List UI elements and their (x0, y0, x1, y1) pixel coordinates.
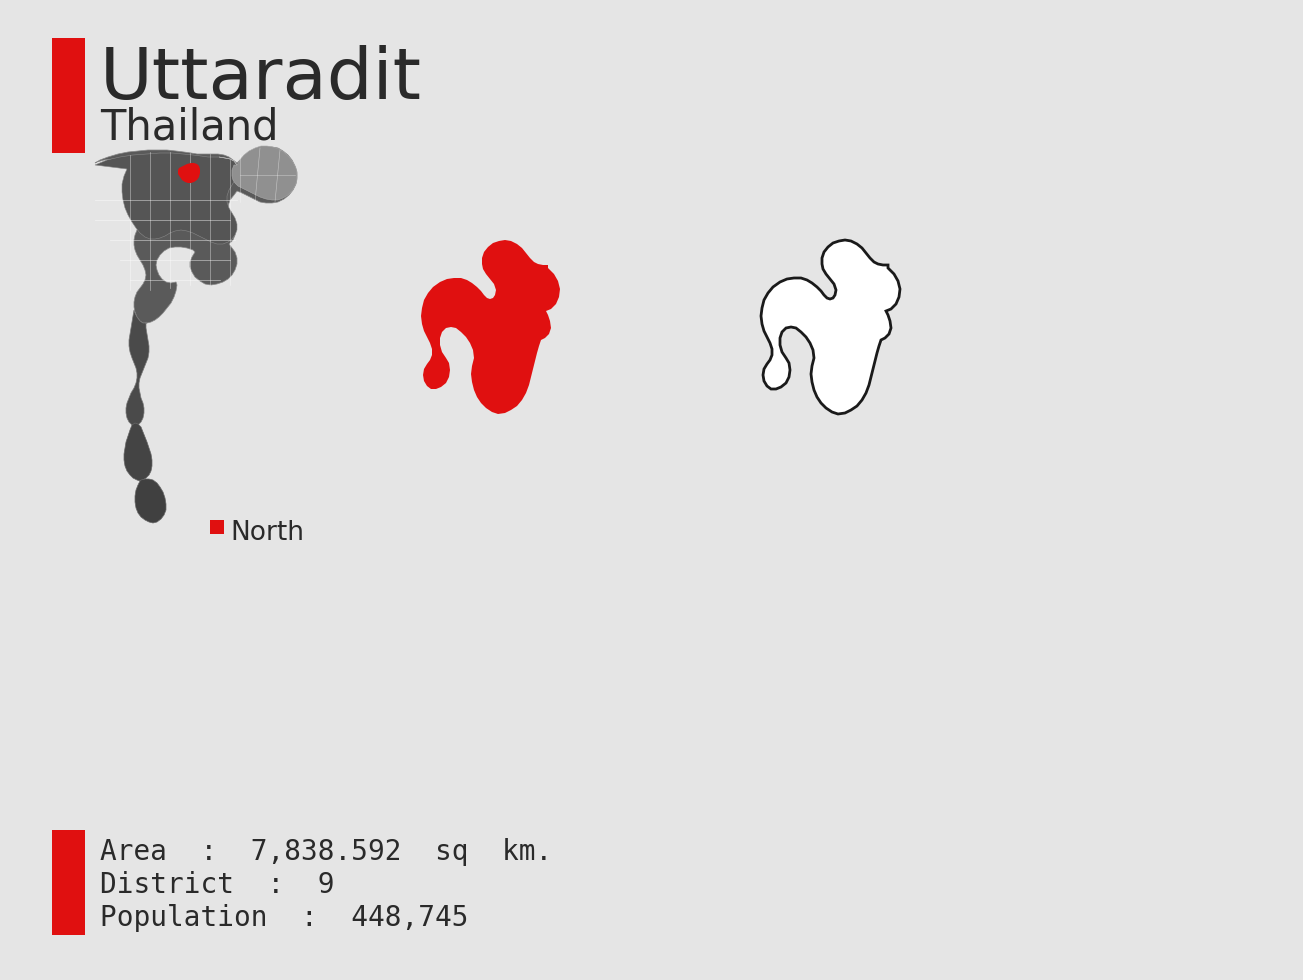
Text: Population  :  448,745: Population : 448,745 (100, 904, 469, 932)
Text: North: North (231, 520, 304, 546)
Polygon shape (124, 423, 152, 481)
Text: Area  :  7,838.592  sq  km.: Area : 7,838.592 sq km. (100, 838, 552, 866)
Text: Uttaradit: Uttaradit (100, 45, 422, 114)
Bar (52, 38, 85, 153)
Polygon shape (95, 153, 238, 244)
Bar (210, 520, 224, 534)
Polygon shape (761, 240, 900, 414)
Polygon shape (179, 163, 199, 183)
Polygon shape (95, 147, 297, 323)
Polygon shape (126, 310, 149, 426)
Polygon shape (219, 146, 297, 200)
Text: Thailand: Thailand (100, 107, 279, 149)
Polygon shape (136, 479, 165, 523)
Polygon shape (421, 240, 560, 414)
Bar (52, 830, 85, 935)
Text: District  :  9: District : 9 (100, 871, 335, 899)
